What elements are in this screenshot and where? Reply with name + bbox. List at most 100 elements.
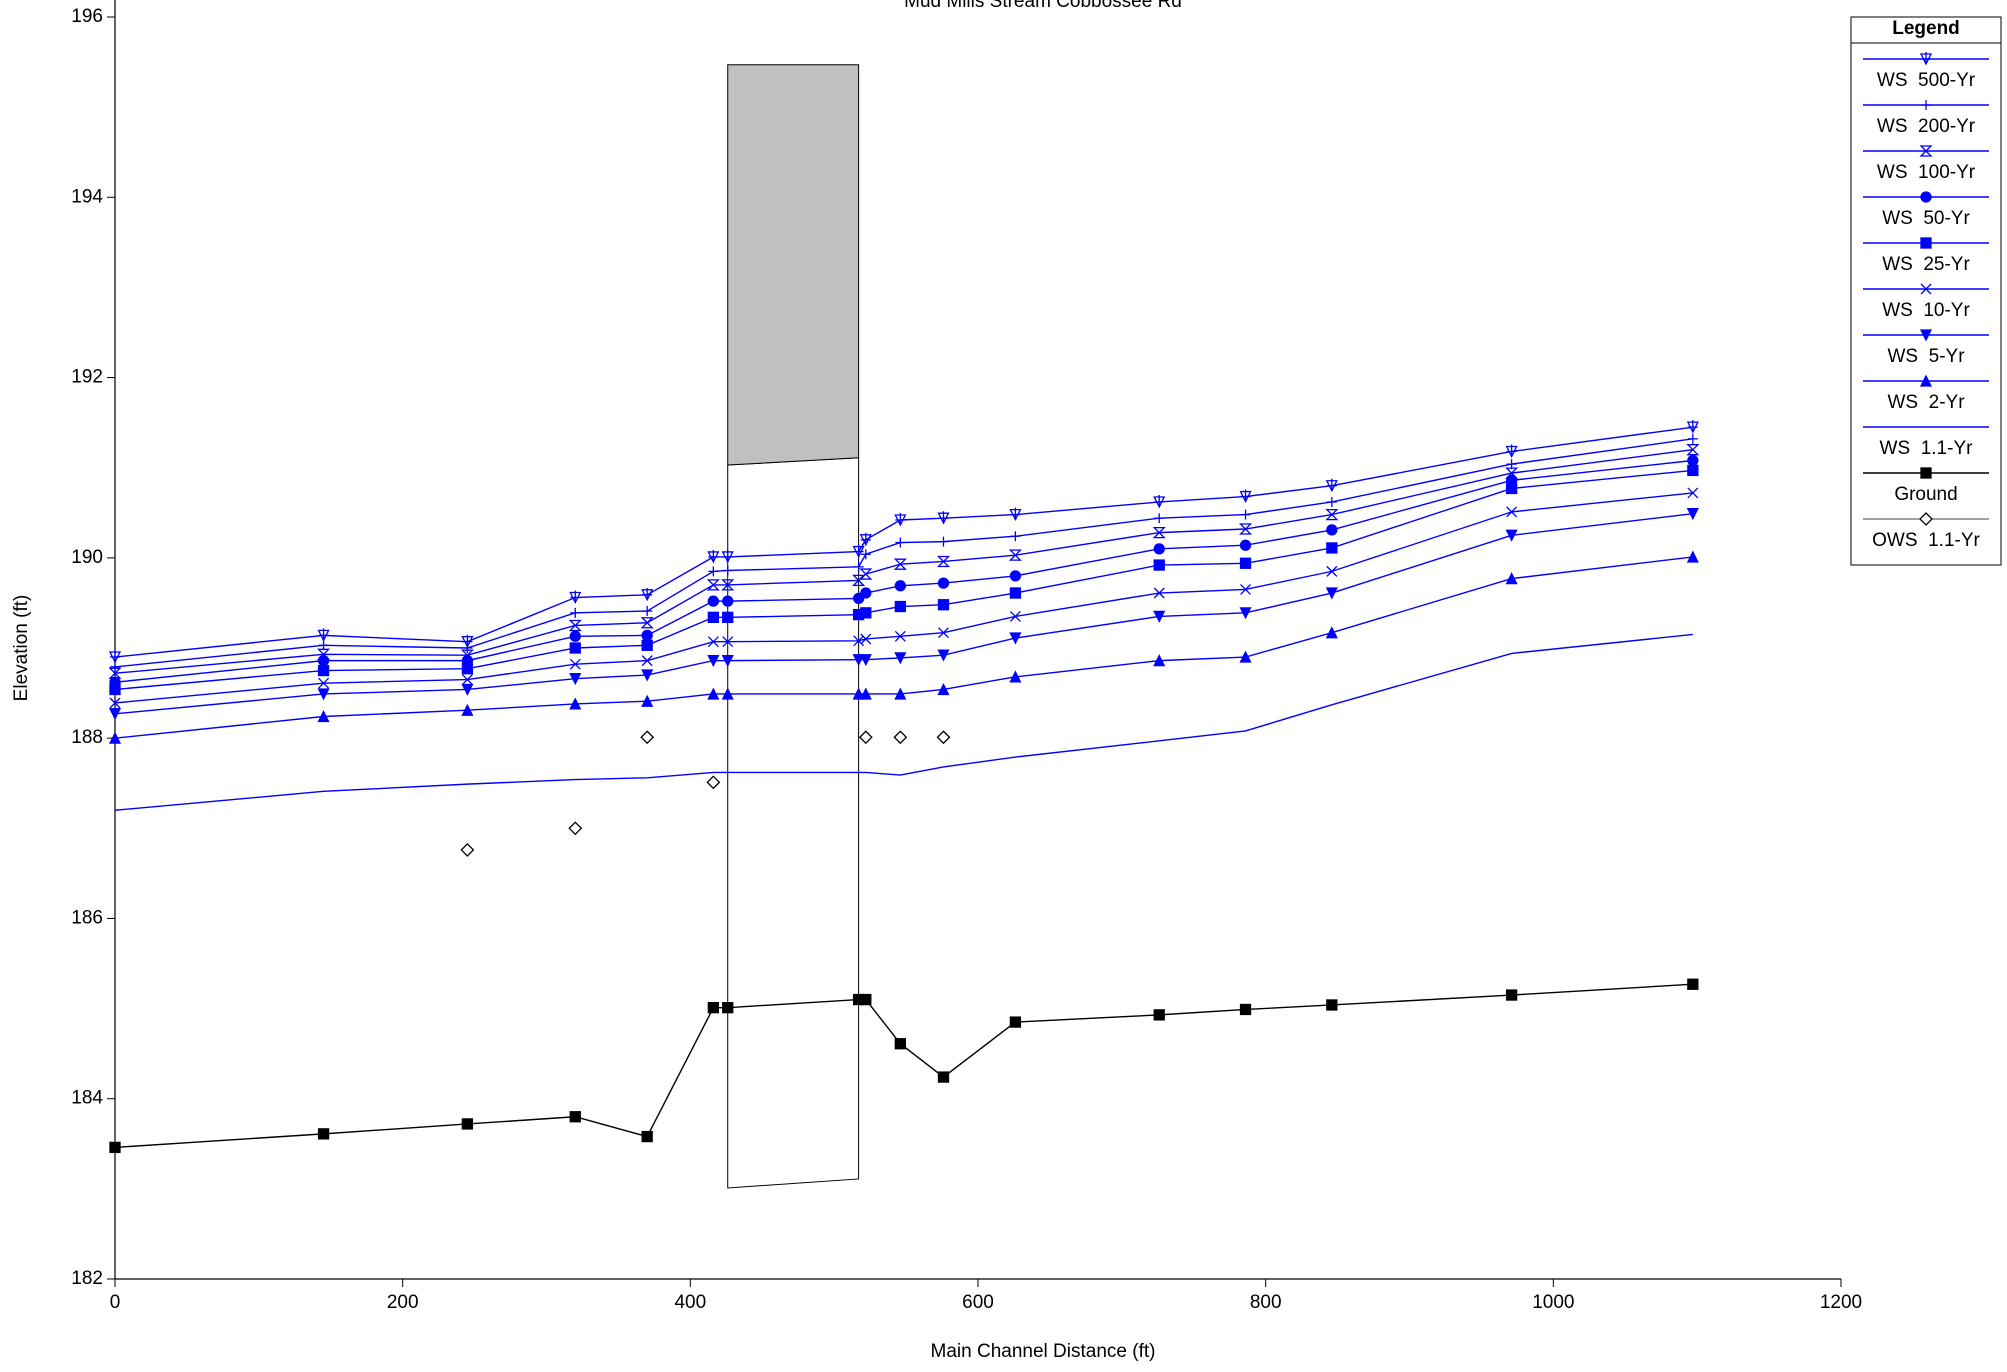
marker bbox=[1921, 100, 1931, 110]
marker bbox=[1153, 1009, 1165, 1021]
marker bbox=[707, 1002, 719, 1014]
x-tick-label: 1200 bbox=[1820, 1292, 1862, 1313]
marker bbox=[1506, 506, 1518, 518]
marker bbox=[318, 640, 329, 651]
marker bbox=[109, 683, 121, 696]
marker bbox=[1154, 513, 1165, 524]
marker bbox=[1505, 482, 1518, 495]
marker bbox=[110, 661, 120, 672]
marker bbox=[1686, 550, 1699, 563]
marker bbox=[894, 1038, 906, 1050]
marker bbox=[570, 607, 581, 618]
marker bbox=[1919, 329, 1933, 342]
series-line bbox=[114, 512, 1693, 715]
series-line bbox=[114, 633, 1693, 811]
marker bbox=[937, 577, 950, 589]
marker bbox=[640, 617, 654, 629]
marker bbox=[641, 629, 653, 642]
legend-label: WS 200-Yr bbox=[1877, 116, 1976, 137]
marker bbox=[852, 544, 865, 559]
marker bbox=[1009, 1016, 1022, 1028]
marker bbox=[938, 536, 949, 547]
legend-label: OWS 1.1-Yr bbox=[1872, 530, 1980, 551]
marker bbox=[1686, 508, 1699, 521]
marker bbox=[721, 579, 735, 591]
marker bbox=[1009, 610, 1021, 622]
marker bbox=[641, 1130, 653, 1143]
marker bbox=[722, 611, 734, 624]
legend-label: WS 100-Yr bbox=[1877, 162, 1976, 183]
marker bbox=[641, 639, 653, 651]
marker bbox=[1239, 489, 1252, 504]
series-line bbox=[114, 459, 1693, 683]
marker bbox=[641, 694, 654, 707]
marker bbox=[860, 607, 872, 619]
marker bbox=[108, 708, 122, 721]
marker bbox=[721, 654, 734, 668]
marker bbox=[1920, 237, 1932, 249]
legend-label: Ground bbox=[1894, 484, 1957, 505]
marker bbox=[893, 730, 908, 745]
marker bbox=[462, 643, 473, 653]
marker bbox=[937, 683, 950, 696]
legend-label: WS 10-Yr bbox=[1882, 300, 1970, 321]
marker bbox=[1919, 374, 1933, 387]
marker bbox=[1325, 626, 1338, 639]
marker bbox=[1239, 650, 1252, 663]
marker bbox=[1009, 570, 1022, 582]
marker bbox=[722, 565, 733, 576]
series-line bbox=[114, 983, 1693, 1149]
marker bbox=[721, 549, 734, 564]
legend-label: WS 500-Yr bbox=[1877, 70, 1976, 91]
marker bbox=[1010, 531, 1021, 542]
marker bbox=[641, 669, 654, 682]
marker bbox=[1153, 610, 1166, 623]
marker bbox=[1919, 512, 1933, 526]
marker bbox=[894, 600, 906, 613]
marker bbox=[1505, 529, 1518, 542]
marker bbox=[642, 606, 653, 617]
y-tick-label: 190 bbox=[71, 547, 103, 568]
marker bbox=[936, 555, 951, 568]
marker bbox=[318, 677, 330, 689]
marker bbox=[1240, 509, 1251, 520]
marker bbox=[707, 611, 719, 624]
marker bbox=[1009, 507, 1022, 522]
y-tick-label: 194 bbox=[71, 186, 103, 207]
marker bbox=[108, 731, 122, 744]
marker bbox=[317, 628, 330, 642]
marker bbox=[937, 649, 950, 662]
marker bbox=[859, 532, 872, 547]
marker bbox=[568, 619, 582, 632]
marker bbox=[1920, 283, 1932, 295]
legend: Legend WS 500-Yr WS 200-Yr WS 100-Yr WS 50-Y… bbox=[1850, 16, 2002, 566]
marker bbox=[1153, 494, 1166, 509]
legend-box bbox=[1850, 16, 2002, 566]
marker bbox=[1325, 508, 1339, 521]
y-tick-label: 182 bbox=[71, 1268, 103, 1289]
marker bbox=[461, 663, 474, 675]
marker bbox=[461, 674, 473, 686]
marker bbox=[1686, 444, 1700, 456]
x-axis-label: Main Channel Distance (ft) bbox=[931, 1341, 1156, 1362]
marker bbox=[1326, 496, 1337, 507]
marker bbox=[461, 1118, 474, 1130]
marker bbox=[707, 549, 720, 564]
marker bbox=[1239, 1003, 1252, 1016]
y-tick-label: 184 bbox=[71, 1088, 103, 1109]
x-tick-label: 1000 bbox=[1532, 1292, 1574, 1313]
marker bbox=[721, 687, 734, 700]
marker bbox=[1506, 459, 1517, 470]
marker bbox=[1326, 542, 1338, 554]
marker bbox=[853, 561, 864, 572]
marker bbox=[1152, 526, 1166, 539]
marker bbox=[859, 654, 872, 667]
marker bbox=[461, 703, 474, 716]
marker bbox=[109, 1141, 121, 1154]
marker bbox=[894, 652, 907, 665]
marker bbox=[1326, 999, 1338, 1011]
marker bbox=[937, 511, 950, 525]
marker bbox=[1239, 539, 1252, 551]
bridge-deck bbox=[727, 64, 860, 466]
